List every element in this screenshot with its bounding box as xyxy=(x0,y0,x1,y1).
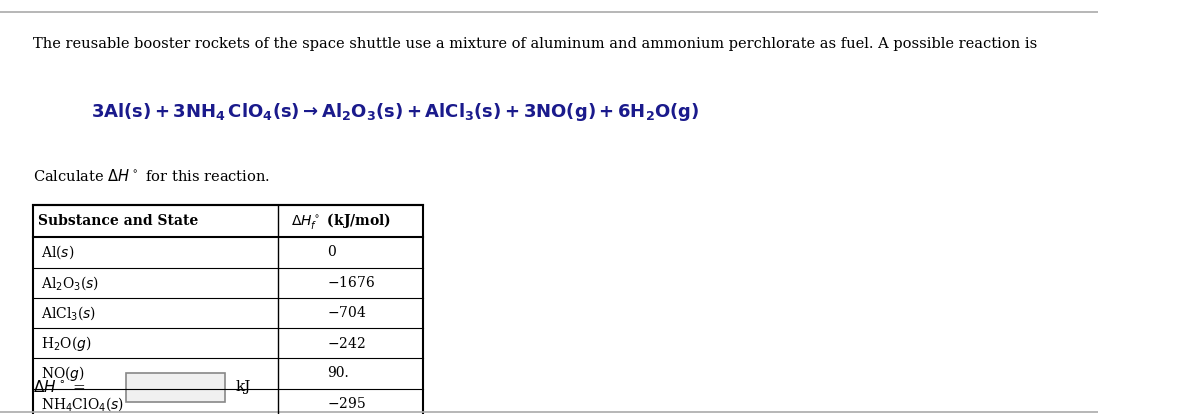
Text: $-$295: $-$295 xyxy=(328,396,366,411)
Text: $\mathbf{3Al(s) + 3NH_4\,ClO_4(s) \rightarrow Al_2O_3(s) + AlCl_3(s) + 3NO(g) + : $\mathbf{3Al(s) + 3NH_4\,ClO_4(s) \right… xyxy=(91,102,700,124)
Text: Calculate $\Delta H^\circ$ for this reaction.: Calculate $\Delta H^\circ$ for this reac… xyxy=(32,168,270,184)
Text: kJ: kJ xyxy=(236,380,252,394)
FancyBboxPatch shape xyxy=(126,373,226,402)
Text: NH$_4$ClO$_4$($s$): NH$_4$ClO$_4$($s$) xyxy=(41,395,124,413)
Text: NO($g$): NO($g$) xyxy=(41,364,85,383)
Text: AlCl$_3$($s$): AlCl$_3$($s$) xyxy=(41,304,96,322)
Text: $-$242: $-$242 xyxy=(328,336,366,351)
Text: $-$704: $-$704 xyxy=(328,305,367,320)
Text: Al$_2$O$_3$($s$): Al$_2$O$_3$($s$) xyxy=(41,274,98,292)
Text: 90.: 90. xyxy=(328,366,349,381)
Text: $\Delta H^\circ$ =: $\Delta H^\circ$ = xyxy=(32,379,85,395)
Text: Al($s$): Al($s$) xyxy=(41,244,74,261)
Text: 0: 0 xyxy=(328,246,336,259)
Text: The reusable booster rockets of the space shuttle use a mixture of aluminum and : The reusable booster rockets of the spac… xyxy=(32,37,1037,51)
Text: $-$1676: $-$1676 xyxy=(328,275,376,290)
Bar xyxy=(32,205,422,415)
Text: Substance and State: Substance and State xyxy=(38,214,199,228)
Text: $\Delta H_f^\circ$ (kJ/mol): $\Delta H_f^\circ$ (kJ/mol) xyxy=(290,211,391,231)
Text: H$_2$O($g$): H$_2$O($g$) xyxy=(41,334,91,353)
